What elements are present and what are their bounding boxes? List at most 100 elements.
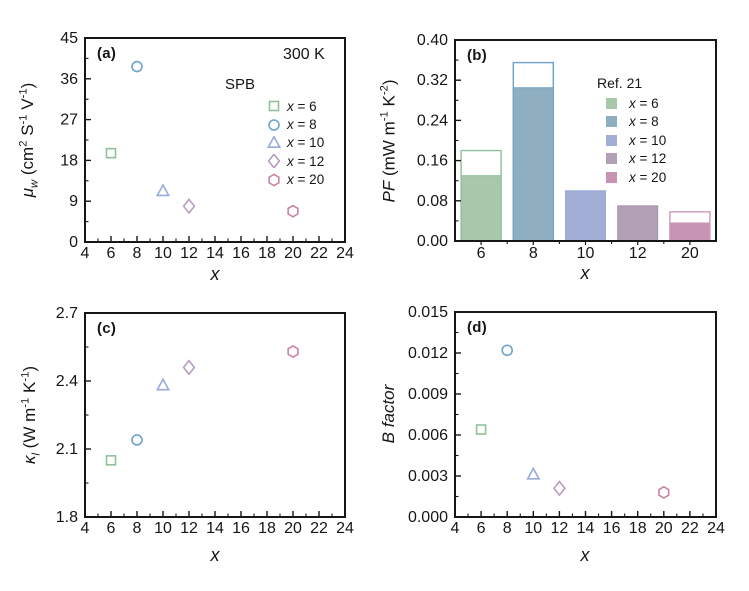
tick-label: 16 xyxy=(232,245,250,262)
tick-label: 20 xyxy=(284,245,302,262)
tick-label: 45 xyxy=(60,30,78,47)
tick-label: 10 xyxy=(154,520,172,537)
tick-label: 0.006 xyxy=(408,427,448,444)
tick-label: 8 xyxy=(529,245,538,262)
tick-label: 0.012 xyxy=(408,345,448,362)
circle-marker-icon xyxy=(268,118,280,131)
temperature-annotation: 300 K xyxy=(283,46,325,63)
square-marker-icon xyxy=(475,424,487,435)
tick-label: 20 xyxy=(655,520,673,537)
y-axis-title-a: μw (cm2 S-1 V-1) xyxy=(17,82,41,198)
legend-item: x = 8 xyxy=(223,115,353,133)
plot-border xyxy=(454,311,717,518)
panel-label-d: (d) xyxy=(467,319,488,336)
panel-b-plot: 6 8 10 12 20 0.00 0.08 0.16 0.24 0.32 0.40 xyxy=(417,32,717,262)
panel-label-b: (b) xyxy=(467,47,488,64)
plot-border xyxy=(84,312,346,518)
tick-label: 10 xyxy=(577,245,595,262)
hexagon-marker-icon xyxy=(287,345,299,359)
legend-swatch-icon xyxy=(606,153,617,165)
legend-b-title: Ref. 21 xyxy=(597,75,643,91)
data-points xyxy=(475,344,670,499)
square-legend-marker-icon xyxy=(268,100,280,112)
data-points xyxy=(105,60,299,218)
square-marker-icon xyxy=(105,147,117,159)
legend-a-items: x = 6 x = 8 x = 10 x = 12 x = 20 xyxy=(223,97,353,189)
tick-label: 4 xyxy=(81,245,90,262)
tick-label: 0.00 xyxy=(417,233,448,250)
legend-item-label: x = 12 xyxy=(287,153,325,169)
tick-label: 24 xyxy=(336,245,354,262)
tick-label: 4 xyxy=(451,520,460,537)
bar-x12 xyxy=(617,205,659,242)
plot-border xyxy=(84,37,346,243)
tick-label: 12 xyxy=(551,520,569,537)
tick-label: 12 xyxy=(180,245,198,262)
legend-item: x = 8 xyxy=(597,113,707,132)
tick-label: 18 xyxy=(258,245,276,262)
tick-label: 22 xyxy=(310,245,328,262)
tick-label: 0.24 xyxy=(417,112,448,129)
tick-label: 20 xyxy=(681,245,699,262)
legend-item: x = 20 xyxy=(223,171,353,189)
tick-label: 27 xyxy=(60,112,78,129)
tick-label: 2.1 xyxy=(56,441,78,458)
legend-item: x = 10 xyxy=(223,134,353,152)
tick-label: 12 xyxy=(629,245,647,262)
tick-label: 0.32 xyxy=(417,72,448,89)
tick-label: 14 xyxy=(577,520,595,537)
legend-item-label: x = 12 xyxy=(629,151,667,167)
legend-item-label: x = 20 xyxy=(629,169,667,185)
legend-a: SPB x = 6 x = 8 x = 10 x = 12 x = 20 xyxy=(223,76,353,189)
hexagon-marker-icon xyxy=(287,204,299,218)
square-marker-icon xyxy=(268,100,280,112)
legend-item-label: x = 10 xyxy=(629,132,667,148)
panel-label-a: (a) xyxy=(97,45,117,62)
legend-item: x = 12 xyxy=(597,150,707,169)
hexagon-legend-marker-icon xyxy=(268,173,280,187)
legend-item: x = 10 xyxy=(597,131,707,150)
tick-label: 0.015 xyxy=(408,304,448,321)
legend-item-label: x = 20 xyxy=(287,172,325,188)
tick-label: 24 xyxy=(336,520,354,537)
legend-item-label: x = 6 xyxy=(629,95,659,111)
panel-label-c: (c) xyxy=(97,320,117,337)
legend-item-label: x = 10 xyxy=(287,135,325,151)
tick-label: 14 xyxy=(206,245,224,262)
y-axis-title-c: κl (W m-1 K-1) xyxy=(19,365,43,465)
diamond-marker-icon xyxy=(182,359,196,376)
y-axis-title-d: B factor xyxy=(379,384,398,444)
tick-label: 0.003 xyxy=(408,468,448,485)
tick-label: 1.8 xyxy=(56,509,78,526)
tick-label: 0.000 xyxy=(408,509,448,526)
data-points xyxy=(105,345,299,466)
plot-border xyxy=(454,39,717,242)
legend-swatch-icon xyxy=(606,134,617,146)
tick-label: 0.16 xyxy=(417,153,448,170)
tick-label: 6 xyxy=(477,520,486,537)
tick-label: 14 xyxy=(206,520,224,537)
panel-d-plot: 4 6 8 10 12 14 16 18 20 22 24 0.000 0.003 0.006 0.009 0… xyxy=(408,304,725,537)
legend-item-label: x = 6 xyxy=(287,98,317,114)
legend-item: x = 6 xyxy=(223,97,353,115)
x-axis-title-a: x xyxy=(210,264,220,284)
tick-label: 18 xyxy=(258,520,276,537)
legend-item: x = 12 xyxy=(223,152,353,170)
tick-label: 0.40 xyxy=(417,32,448,49)
legend-item-label: x = 8 xyxy=(287,117,317,133)
x-axis-title-d: x xyxy=(580,545,590,565)
tick-label: 18 xyxy=(629,520,647,537)
tick-label: 6 xyxy=(107,520,116,537)
circle-marker-icon xyxy=(131,434,143,446)
tick-label: 6 xyxy=(477,245,486,262)
hexagon-marker-icon xyxy=(268,173,280,187)
panel-c-plot: 4 6 8 10 12 14 16 18 20 22 24 1.8 2.1 2.4 2.7 xyxy=(56,305,354,537)
diamond-marker-icon xyxy=(552,480,566,497)
x-axis-title-c: x xyxy=(210,545,220,565)
legend-item-label: x = 8 xyxy=(629,114,659,130)
diamond-marker-icon xyxy=(182,198,196,215)
tick-label: 8 xyxy=(133,245,142,262)
legend-b-items: x = 6 x = 8 x = 10 x = 12 x = 20 xyxy=(597,94,707,187)
triangle-marker-icon xyxy=(267,135,281,148)
tick-label: 0.009 xyxy=(408,386,448,403)
